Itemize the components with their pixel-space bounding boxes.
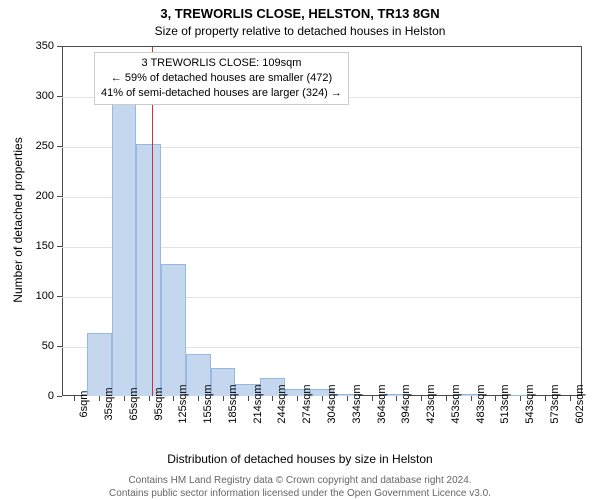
y-tick-label: 350 (24, 40, 54, 52)
x-tick-label: 602sqm (574, 384, 586, 423)
x-tick-label: 364sqm (376, 384, 388, 423)
y-tick (57, 146, 62, 147)
x-tick (495, 396, 496, 401)
y-tick-label: 250 (24, 140, 54, 152)
x-tick (223, 396, 224, 401)
y-tick (57, 46, 62, 47)
x-tick (520, 396, 521, 401)
x-tick-label: 35sqm (103, 387, 115, 420)
x-tick (149, 396, 150, 401)
x-tick (446, 396, 447, 401)
x-tick (272, 396, 273, 401)
x-tick-label: 513sqm (499, 384, 511, 423)
x-tick (545, 396, 546, 401)
x-tick (322, 396, 323, 401)
x-tick (347, 396, 348, 401)
x-tick-label: 573sqm (549, 384, 561, 423)
x-tick-label: 304sqm (326, 384, 338, 423)
x-tick-label: 274sqm (301, 384, 313, 423)
x-tick-label: 125sqm (177, 384, 189, 423)
x-tick (173, 396, 174, 401)
x-tick-label: 6sqm (78, 391, 90, 418)
x-tick-label: 394sqm (400, 384, 412, 423)
x-tick (421, 396, 422, 401)
y-tick (57, 246, 62, 247)
y-axis-line (62, 47, 63, 396)
x-tick (471, 396, 472, 401)
y-tick-label: 200 (24, 190, 54, 202)
x-tick-label: 453sqm (450, 384, 462, 423)
y-tick-label: 50 (24, 340, 54, 352)
x-tick (570, 396, 571, 401)
x-tick-label: 214sqm (252, 384, 264, 423)
chart-container: 3, TREWORLIS CLOSE, HELSTON, TR13 8GN Si… (0, 0, 600, 500)
x-tick-label: 95sqm (153, 387, 165, 420)
y-tick (57, 396, 62, 397)
bar (112, 86, 137, 396)
x-tick (124, 396, 125, 401)
x-tick-label: 483sqm (475, 384, 487, 423)
x-tick-label: 543sqm (524, 384, 536, 423)
x-tick (396, 396, 397, 401)
footer-line-1: Contains HM Land Registry data © Crown c… (0, 474, 600, 487)
chart-footer: Contains HM Land Registry data © Crown c… (0, 474, 600, 500)
x-tick-label: 334sqm (351, 384, 363, 423)
y-tick (57, 296, 62, 297)
x-tick (99, 396, 100, 401)
x-tick (297, 396, 298, 401)
x-tick-label: 155sqm (202, 384, 214, 423)
x-tick (248, 396, 249, 401)
y-tick-label: 100 (24, 290, 54, 302)
annotation-line: ← 59% of detached houses are smaller (47… (101, 71, 342, 86)
chart-subtitle: Size of property relative to detached ho… (0, 24, 600, 38)
x-tick-label: 244sqm (276, 384, 288, 423)
x-tick-label: 185sqm (227, 384, 239, 423)
x-tick (74, 396, 75, 401)
bar (136, 144, 161, 396)
x-tick-label: 65sqm (128, 387, 140, 420)
x-tick-label: 423sqm (425, 384, 437, 423)
footer-line-2: Contains public sector information licen… (0, 487, 600, 500)
x-tick (198, 396, 199, 401)
y-tick (57, 96, 62, 97)
y-tick-label: 300 (24, 90, 54, 102)
y-tick-label: 0 (24, 390, 54, 402)
x-tick (372, 396, 373, 401)
y-tick (57, 346, 62, 347)
annotation-line: 41% of semi-detached houses are larger (… (101, 86, 342, 101)
bar (161, 264, 186, 396)
annotation-line: 3 TREWORLIS CLOSE: 109sqm (101, 56, 342, 71)
x-axis-label: Distribution of detached houses by size … (0, 452, 600, 466)
y-axis-label: Number of detached properties (11, 45, 25, 395)
y-tick (57, 196, 62, 197)
chart-title: 3, TREWORLIS CLOSE, HELSTON, TR13 8GN (0, 6, 600, 21)
annotation-box: 3 TREWORLIS CLOSE: 109sqm← 59% of detach… (94, 52, 349, 105)
y-tick-label: 150 (24, 240, 54, 252)
